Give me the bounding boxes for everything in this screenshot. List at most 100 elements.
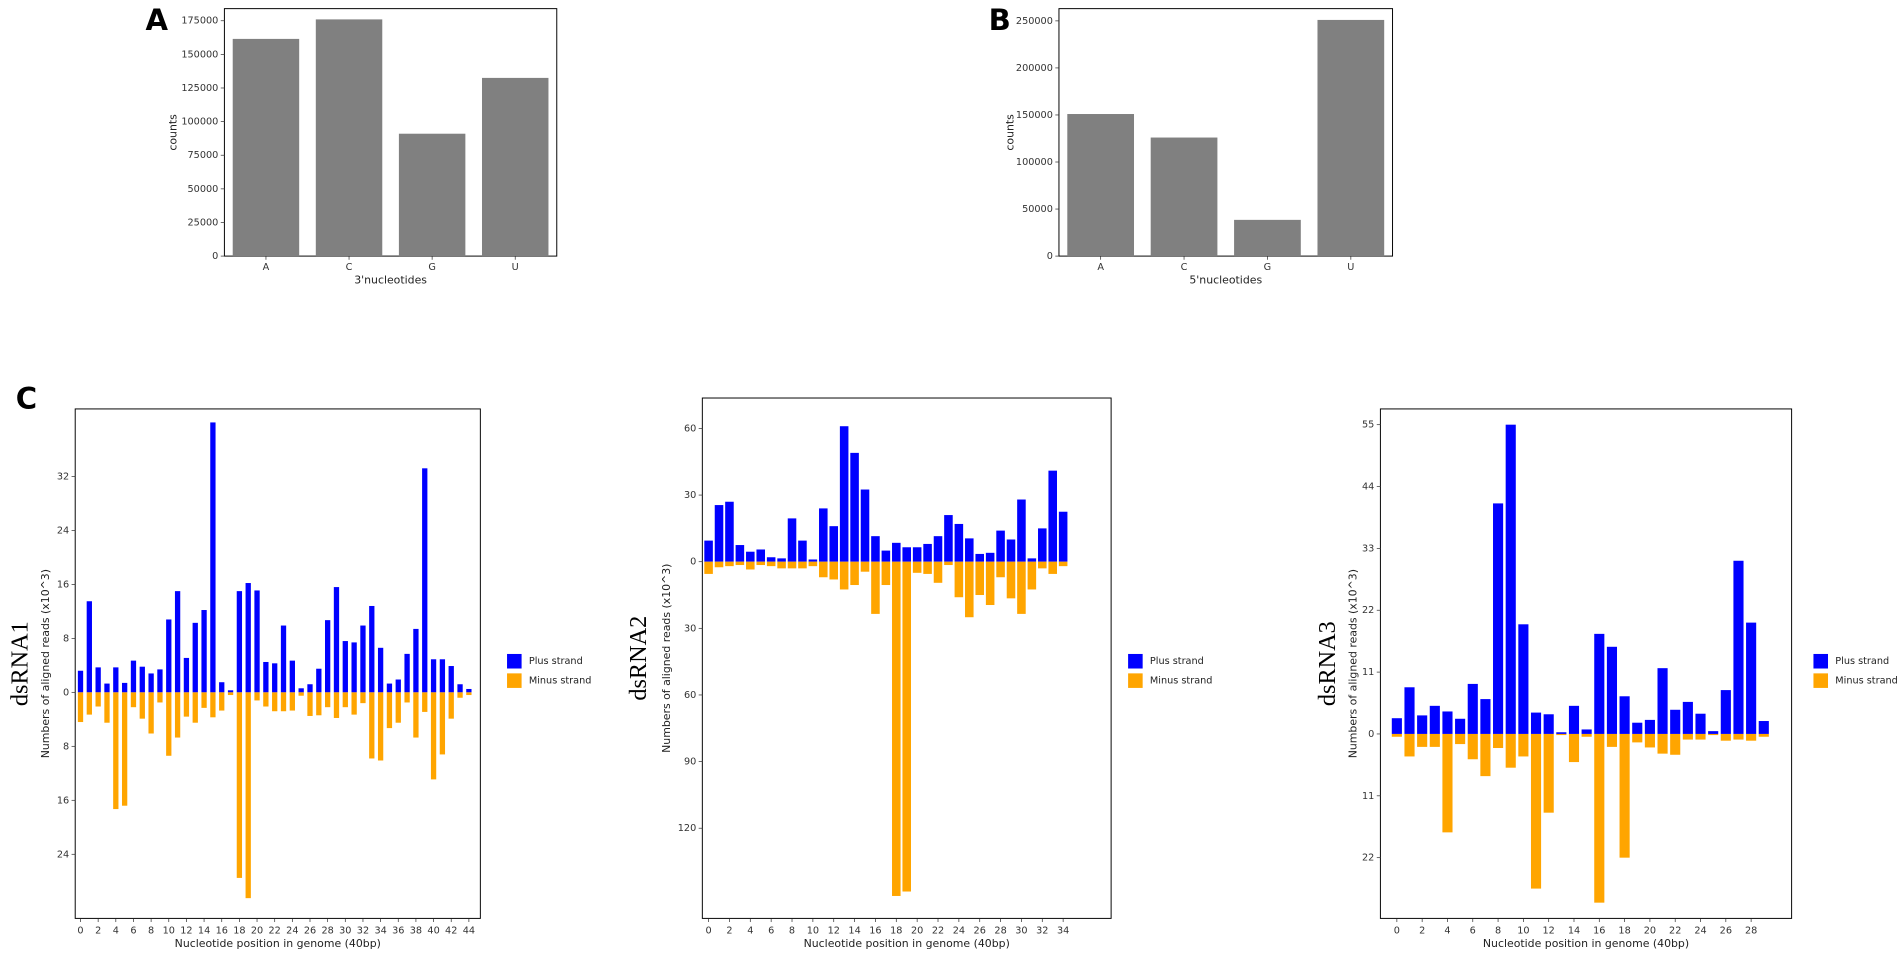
bar — [139, 666, 145, 693]
bar — [1442, 711, 1453, 734]
bar — [113, 667, 119, 693]
y-tick-label: 24 — [57, 525, 69, 536]
bar — [254, 692, 260, 701]
bar — [439, 692, 446, 755]
bar — [923, 561, 932, 574]
bar — [289, 692, 295, 711]
bar — [307, 684, 313, 693]
bar — [1058, 561, 1068, 567]
y-tick-label: 0 — [63, 687, 69, 698]
bar — [377, 647, 384, 693]
x-tick-label: 28 — [1745, 926, 1757, 937]
bar — [232, 38, 300, 257]
bar — [201, 610, 207, 693]
chart-title: dsRNA3 — [1314, 621, 1341, 706]
bar — [1455, 733, 1466, 745]
bar — [245, 692, 251, 899]
bar — [819, 561, 828, 578]
bar — [386, 683, 393, 693]
y-tick-label: 16 — [57, 795, 69, 806]
bar — [1404, 733, 1415, 757]
y-tick-label: 11 — [1362, 791, 1374, 802]
y-axis-label: counts — [1003, 114, 1016, 151]
bar — [1417, 715, 1428, 734]
bar — [1619, 696, 1630, 734]
bar — [1017, 499, 1026, 562]
bar — [892, 561, 901, 896]
panel-label: A — [146, 3, 169, 37]
x-tick-label: 24 — [953, 926, 965, 937]
x-tick-label: 28 — [994, 926, 1006, 937]
panel-label: C — [16, 381, 37, 415]
x-tick-label: 4 — [747, 926, 753, 937]
bar — [1150, 137, 1218, 257]
bar — [1480, 699, 1491, 734]
x-tick-label: 6 — [1470, 926, 1476, 937]
bar — [766, 561, 776, 567]
bar — [881, 561, 891, 586]
y-tick-label: 0 — [212, 251, 218, 262]
bar — [1048, 561, 1057, 574]
bar — [183, 657, 190, 693]
bar — [192, 692, 198, 723]
legend-swatch — [507, 673, 522, 688]
bar — [965, 561, 974, 618]
bar — [157, 692, 163, 703]
x-tick-label: 24 — [1694, 926, 1706, 937]
bar — [777, 561, 786, 569]
x-tick-label: 18 — [233, 926, 245, 937]
panel-label: B — [989, 3, 1011, 37]
y-tick-label: 22 — [1362, 853, 1374, 864]
bar — [735, 545, 745, 562]
bar — [263, 692, 269, 707]
bar — [766, 557, 776, 562]
bar — [1695, 733, 1706, 740]
bar — [1682, 733, 1693, 740]
x-tick-label: 22 — [932, 926, 944, 937]
chart-title: dsRNA2 — [625, 616, 652, 701]
bar — [1391, 733, 1402, 737]
bar — [342, 641, 348, 693]
bar — [746, 551, 755, 562]
plot-frame — [701, 397, 1112, 919]
x-tick-label: A — [263, 262, 270, 273]
bar — [139, 692, 145, 719]
bar — [77, 670, 84, 693]
bar — [714, 561, 724, 568]
y-tick-label: 150000 — [181, 49, 218, 60]
x-tick-label: 26 — [304, 926, 316, 937]
bar — [1493, 503, 1504, 734]
x-tick-label: 4 — [1444, 926, 1450, 937]
x-tick-label: 0 — [1394, 926, 1400, 937]
bar — [735, 561, 745, 566]
bar — [86, 601, 92, 693]
bar — [944, 561, 953, 566]
y-tick-label: 200000 — [1016, 63, 1053, 74]
bar — [1682, 701, 1693, 734]
plot-frame — [1379, 408, 1793, 919]
bar — [1758, 733, 1769, 737]
bar — [902, 547, 912, 562]
bar — [850, 452, 859, 562]
bar — [787, 518, 797, 562]
bar — [1006, 561, 1016, 599]
chart-title: dsRNA1 — [6, 621, 33, 706]
bar — [166, 619, 172, 693]
bar — [192, 622, 198, 693]
bar — [1391, 718, 1402, 734]
x-tick-label: 8 — [1495, 926, 1501, 937]
bar — [996, 530, 1005, 562]
bar — [307, 692, 313, 716]
bar — [1048, 470, 1057, 562]
x-tick-label: 14 — [1568, 926, 1580, 937]
bar — [1644, 719, 1655, 734]
bar — [219, 682, 225, 693]
bar — [457, 684, 463, 693]
bar — [325, 620, 331, 693]
bar — [1429, 705, 1440, 734]
bar — [839, 561, 849, 590]
bar — [881, 550, 891, 562]
bar — [422, 692, 428, 712]
bar — [1632, 733, 1643, 743]
bar — [1467, 683, 1478, 734]
